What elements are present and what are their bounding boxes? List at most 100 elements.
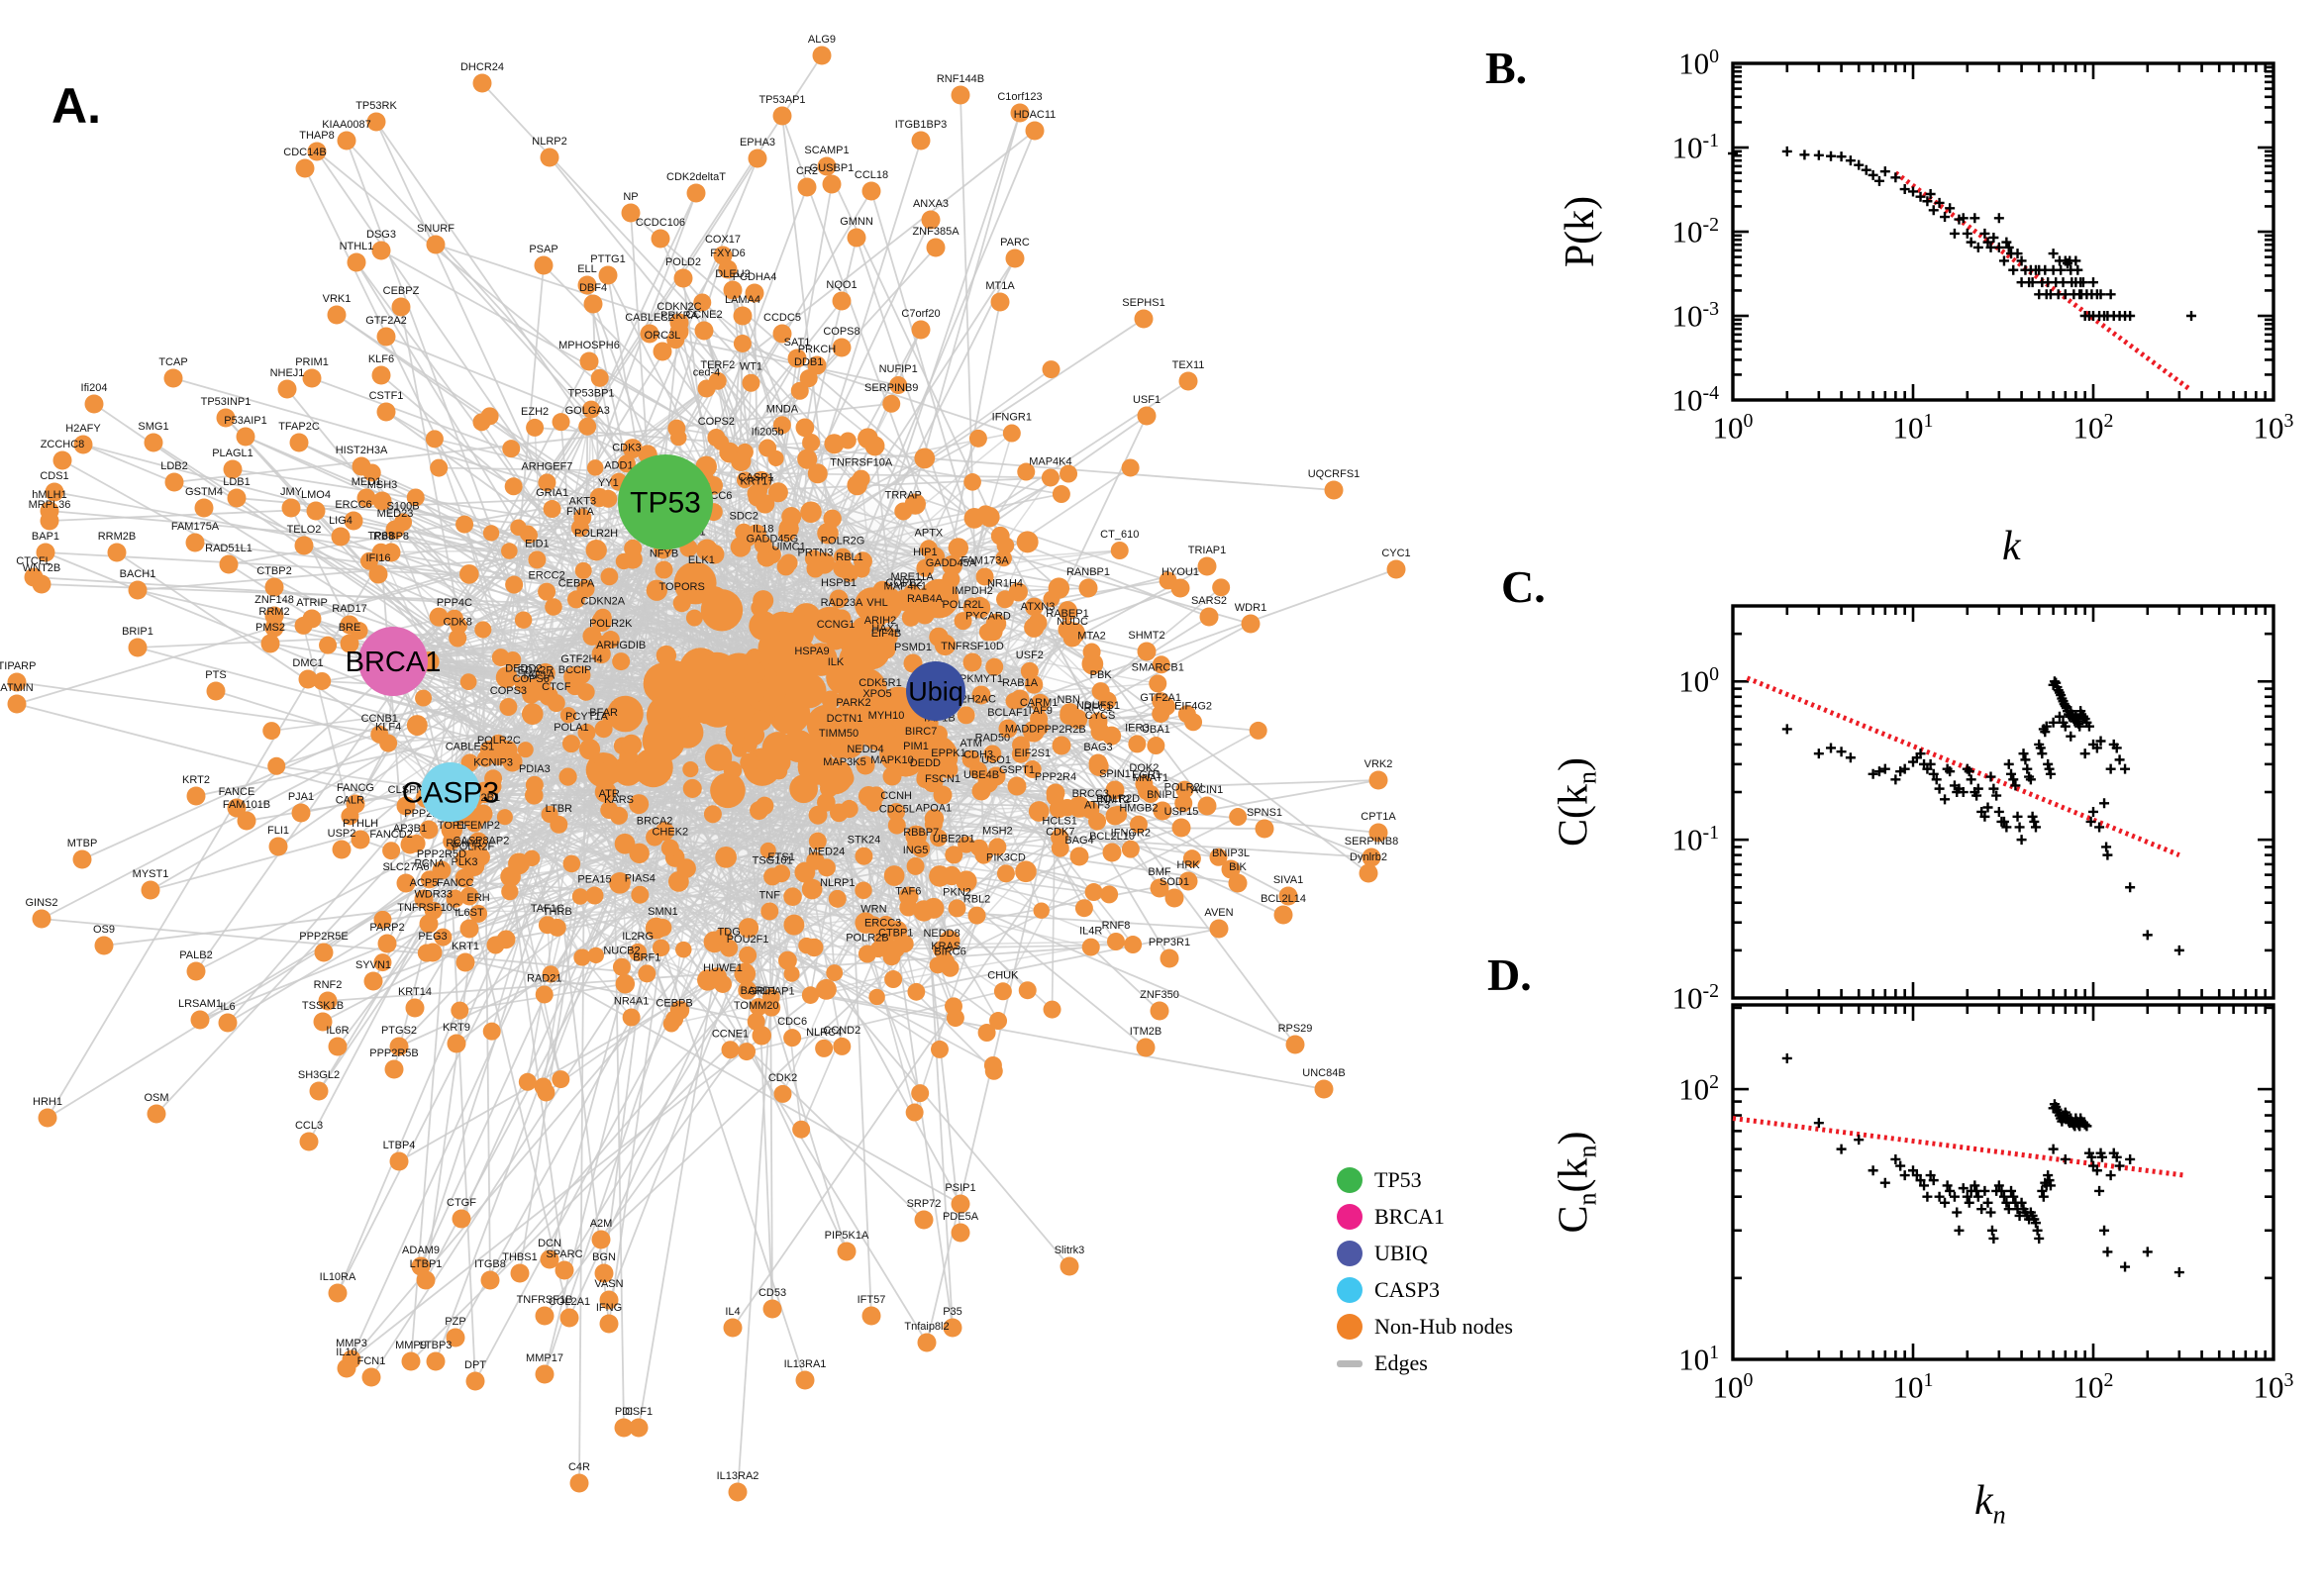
non-hub-node (219, 554, 239, 574)
non-hub-node (328, 1037, 348, 1056)
node-label: DDB1 (794, 356, 823, 368)
non-hub-node (983, 745, 1002, 763)
node-label: RNF2 (314, 979, 343, 991)
node-label: AVEN (1204, 907, 1233, 919)
non-hub-node (861, 1306, 881, 1326)
non-hub-node (979, 506, 1000, 528)
non-hub-node (1178, 371, 1198, 391)
node-label: UIMC1 (771, 542, 805, 553)
non-hub-node (599, 1290, 619, 1310)
non-hub-node (1069, 847, 1089, 866)
non-hub-node (906, 752, 926, 772)
non-hub-node (446, 889, 464, 908)
non-hub-node (141, 880, 160, 900)
non-hub-node (763, 687, 783, 707)
non-hub-node (826, 964, 844, 982)
x-tick-label: 103 (2253, 410, 2294, 446)
node-label: CDKN2C (656, 301, 701, 313)
node-label: GSPT1 (999, 764, 1035, 776)
non-hub-node (587, 947, 605, 964)
node-label: TRIAP1 (1188, 545, 1227, 556)
node-label: DHCR24 (460, 61, 504, 73)
node-label: PARP2 (369, 922, 404, 934)
non-hub-node (750, 998, 768, 1017)
non-hub-node (593, 608, 612, 627)
node-label: VASN (594, 1278, 623, 1290)
non-hub-node (673, 268, 693, 288)
non-hub-node (744, 724, 765, 746)
non-hub-node (1046, 783, 1065, 803)
node-label: GTF2A2 (365, 315, 407, 327)
non-hub-node (733, 306, 753, 326)
non-hub-node (496, 809, 513, 826)
non-hub-node (682, 778, 702, 798)
non-hub-node (655, 560, 673, 579)
node-label: P35 (943, 1306, 962, 1318)
node-label: HSPA9 (794, 646, 829, 657)
non-hub-node (482, 1022, 501, 1041)
node-label: IL13RA1 (784, 1358, 827, 1370)
node-label: DPT (464, 1359, 486, 1371)
non-hub-node (697, 379, 716, 398)
node-label: USF1 (1133, 394, 1161, 406)
axis-title-ckn: C(kn) (1550, 757, 1602, 847)
node-label: POLR2C (477, 735, 521, 747)
hub-label: CASP3 (402, 777, 499, 810)
node-label: DOK2 (1129, 762, 1159, 774)
non-hub-node (1060, 707, 1078, 726)
non-hub-node (669, 313, 689, 333)
non-hub-node (1124, 936, 1143, 954)
non-hub-node (778, 950, 797, 970)
node-label: LDB2 (160, 460, 188, 472)
non-hub-node (264, 618, 284, 638)
non-hub-node (884, 970, 903, 989)
non-hub-node (40, 511, 59, 531)
non-hub-node (833, 1037, 852, 1055)
non-hub-node (1052, 736, 1071, 755)
non-hub-node (1359, 863, 1378, 883)
nodes-layer (7, 46, 1406, 1502)
non-hub-node (537, 1083, 556, 1102)
non-hub-node (473, 804, 493, 824)
axis-title-sub: n (1992, 1500, 2006, 1530)
hub-node-casp3: CASP3 (402, 762, 499, 822)
node-label: KIAA0087 (322, 119, 371, 131)
node-label: FAM101B (223, 799, 270, 811)
plot-B (1728, 61, 2275, 402)
non-hub-node (1005, 249, 1025, 268)
y-tick-label: 10-4 (1671, 382, 1719, 418)
node-label: POLR2B (846, 933, 888, 945)
non-hub-node (558, 767, 577, 786)
node-label: PDIA3 (519, 763, 551, 775)
non-hub-node (294, 536, 314, 555)
non-hub-node (638, 964, 656, 983)
non-hub-node (1030, 710, 1049, 729)
node-label: NDUFS1 (1076, 700, 1120, 712)
non-hub-node (594, 1263, 614, 1283)
non-hub-node (906, 856, 925, 875)
non-hub-node (313, 1012, 333, 1032)
node-label: ILK (828, 656, 845, 668)
node-label: BRCC3 (1072, 788, 1109, 800)
node-label: BNIP3L (1212, 848, 1250, 859)
non-hub-node (750, 801, 768, 821)
non-hub-node (693, 293, 712, 312)
non-hub-node (547, 694, 565, 713)
non-hub-node (468, 832, 488, 851)
non-hub-node (996, 537, 1015, 554)
non-hub-node (579, 351, 599, 371)
non-hub-node (653, 342, 672, 361)
node-label: TSSK1B (302, 1000, 344, 1012)
non-hub-node (794, 861, 816, 883)
non-hub-node (455, 952, 475, 972)
y-tick-label: 10-1 (1671, 130, 1719, 165)
non-hub-node (601, 631, 620, 649)
non-hub-node (829, 589, 849, 609)
non-hub-node (1102, 843, 1122, 862)
non-hub-node (746, 648, 763, 665)
non-hub-node (820, 779, 839, 798)
node-label: CDC5L (879, 804, 915, 816)
non-hub-node (486, 936, 505, 954)
non-hub-node (828, 889, 847, 908)
non-hub-node (45, 482, 64, 502)
